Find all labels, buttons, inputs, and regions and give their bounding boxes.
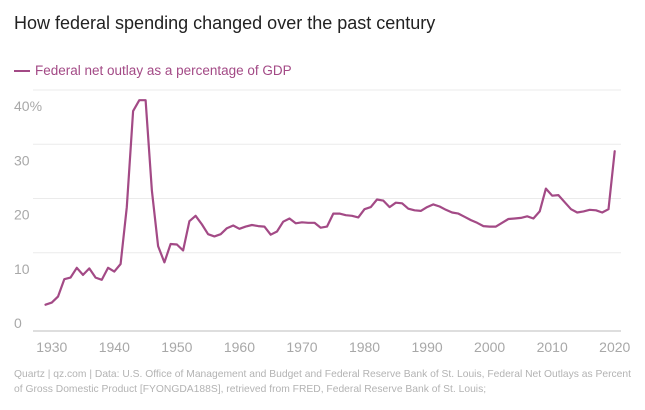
- x-tick-label: 2010: [537, 339, 568, 355]
- source-note: Quartz | qz.com | Data: U.S. Office of M…: [14, 369, 631, 395]
- y-tick-label: 30: [14, 152, 30, 168]
- x-tick-label: 1990: [412, 339, 443, 355]
- y-axis-ticks: 0 10 20 30 40%: [14, 98, 42, 331]
- chart-title: How federal spending changed over the pa…: [14, 13, 435, 33]
- x-tick-label: 1950: [161, 339, 192, 355]
- x-tick-label: 1970: [286, 339, 317, 355]
- x-tick-label: 1980: [349, 339, 380, 355]
- y-tick-label: 10: [14, 261, 30, 277]
- x-tick-label: 2020: [599, 339, 630, 355]
- x-tick-label: 1930: [36, 339, 67, 355]
- line-chart: How federal spending changed over the pa…: [14, 13, 631, 355]
- legend-label: Federal net outlay as a percentage of GD…: [35, 63, 292, 78]
- x-tick-label: 2000: [474, 339, 505, 355]
- gridlines: [33, 89, 621, 254]
- x-tick-label: 1960: [224, 339, 255, 355]
- x-axis-ticks: 1930 1940 1950 1960 1970 1980 1990 2000 2010 2020: [36, 339, 630, 355]
- y-tick-label: 40%: [14, 98, 42, 114]
- x-tick-label: 1940: [99, 339, 130, 355]
- series-line: [44, 99, 616, 306]
- y-tick-label: 0: [14, 315, 22, 331]
- y-tick-label: 20: [14, 207, 30, 223]
